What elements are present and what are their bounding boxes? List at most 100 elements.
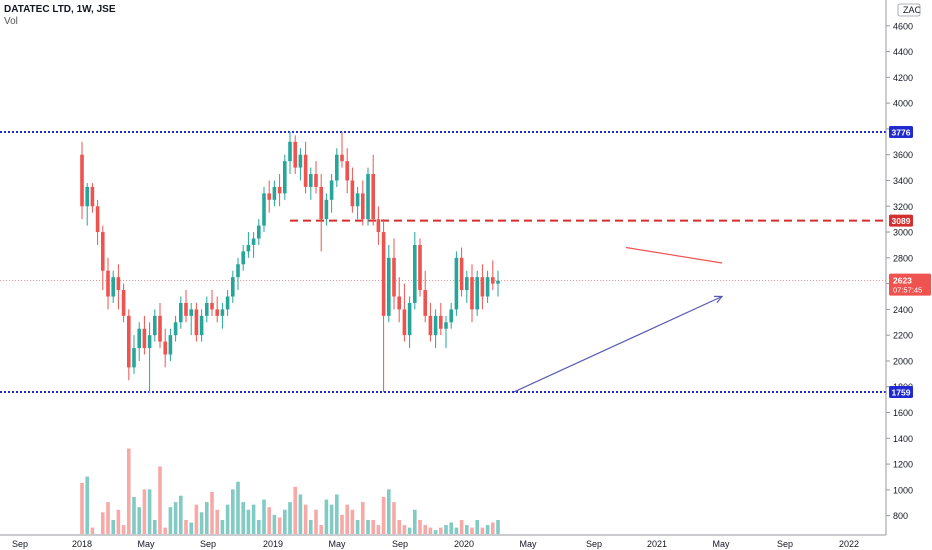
volume-bar [324,499,329,534]
candle-body [184,302,188,316]
volume-bar [366,519,370,534]
volume-bar [142,489,147,534]
volume-bar [257,519,261,534]
volume-bar [194,504,199,534]
volume-bar [454,527,459,534]
volume-bar [475,519,479,534]
volume-bar [106,502,110,534]
volume-bar [491,522,495,534]
candle-body [303,154,308,187]
volume-bar [220,519,225,534]
candle-body [496,280,500,284]
candle-body [194,309,199,336]
price-tag [889,126,913,139]
candle-body [220,309,225,316]
volume-bar [189,522,193,534]
candle-body [231,277,235,297]
volume-bar [225,504,230,534]
volume-bar [288,502,292,534]
price-tag [889,386,913,399]
candle-body [241,251,245,265]
price-tick-label: 4600 [893,21,913,31]
volume-bar [303,504,308,534]
price-tag-label: 3089 [892,216,911,226]
price-tick-label: 2800 [893,253,913,263]
trendlines[interactable] [513,246,724,393]
candle-body [283,161,287,194]
time-tick-label: May [137,539,155,549]
trendline[interactable] [625,246,723,264]
volume-bar [137,507,141,534]
candle-body [246,244,251,252]
candle-body [251,238,256,245]
volume-bar [485,525,490,534]
volume-bar [90,527,95,534]
time-axis[interactable]: Sep 2018 May Sep 2019 May Sep 2020 May Sep 2021 May… [0,534,886,549]
candle-body [199,315,204,336]
candle-body [491,277,495,284]
currency-label: ZAC [903,5,922,15]
price-tick-label: 3000 [893,228,913,238]
candle-body [173,322,178,336]
candle-body [168,335,173,355]
candle-body [444,322,448,329]
volume-bar [231,489,235,534]
volume-bar [277,517,282,534]
volume-bar [267,507,271,534]
volume-label: Vol [4,16,18,27]
volume-bar [376,525,381,534]
volume-bar [355,519,360,534]
volume-bar [309,519,313,534]
candle-body [485,277,490,297]
candle-body [324,199,329,220]
candle-body [340,154,344,162]
candle-body [288,141,292,162]
candle-body [293,141,297,168]
time-tick-label: 2021 [647,539,667,549]
candle-body [361,193,365,220]
volume-bar [423,525,427,534]
candle-body [309,174,313,187]
volume-bar [413,509,417,534]
symbol-title[interactable]: DATATEC LTD, 1W, JSE [4,4,116,15]
candle-body [439,315,443,329]
volume-bar [163,527,167,534]
candle-body [137,328,141,349]
candle-body [80,154,84,207]
volume-bar [121,525,126,534]
volume-bar [127,448,131,534]
candle-body [413,244,417,303]
candle-body [95,206,100,233]
currency-box[interactable] [897,3,921,17]
candle-body [480,277,485,297]
volume-bar [335,494,339,534]
candle-body [142,328,147,349]
candle-body [205,302,209,316]
volume-bar [439,527,443,534]
candle-body [470,277,474,310]
candle-body [257,225,261,239]
candle-body [407,302,412,336]
time-tick-label: Sep [200,539,216,549]
volume-bar [101,512,105,534]
trendline-arrowhead [713,295,724,304]
volume-bar [392,502,396,534]
volume-bar [465,525,469,534]
candle-body [371,174,375,220]
time-tick-label: May [712,539,730,549]
price-tag [889,214,913,227]
candle-body [90,186,95,207]
candle-body [147,335,152,349]
trendline[interactable] [513,295,723,393]
candle-body [116,277,121,291]
candle-body [163,341,167,355]
price-tick-label: 1400 [893,434,913,444]
volume-bar [236,481,240,534]
candle-body [376,219,381,233]
volume-bar [444,525,448,534]
volume-bar [449,522,453,534]
volume-bar [329,504,334,534]
price-tick-label: 4200 [893,73,913,83]
volume-bar [496,519,500,534]
